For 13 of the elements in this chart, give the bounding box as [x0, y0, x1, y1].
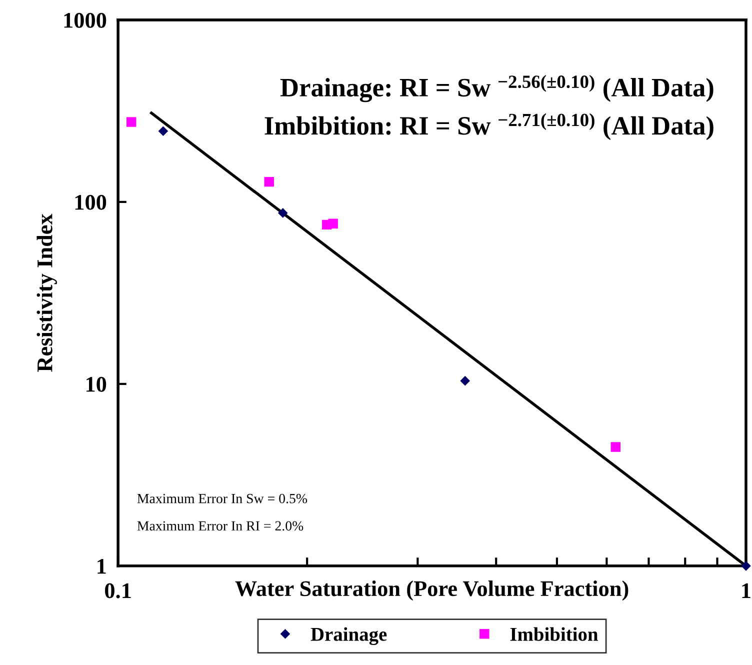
x-tick-label: 0.1: [105, 583, 131, 598]
y-tick-label: 1: [98, 558, 106, 574]
legend-label: Imbibition: [510, 627, 598, 641]
y-tick-label: 1000: [64, 12, 106, 28]
annotation: Drainage: RI = Sw $^{−2.56(±0.10)}$ (All Data): [280, 75, 714, 102]
y-axis-title: Resistivity Index: [36, 214, 57, 372]
legend-label: Drainage: [310, 627, 387, 645]
x-axis-title: Water Saturation (Pore Volume Fraction): [235, 580, 628, 601]
annotation: Maximum Error In Sw = 0.5%: [137, 494, 308, 504]
y-tick-label: 10: [86, 376, 106, 392]
annotation: Imbibition: RI = Sw $^{−2.71(±0.10)}$ (All Data): [264, 113, 714, 140]
annotation: Maximum Error In RI = 2.0%: [137, 521, 304, 531]
y-tick-label: 100: [75, 194, 106, 210]
